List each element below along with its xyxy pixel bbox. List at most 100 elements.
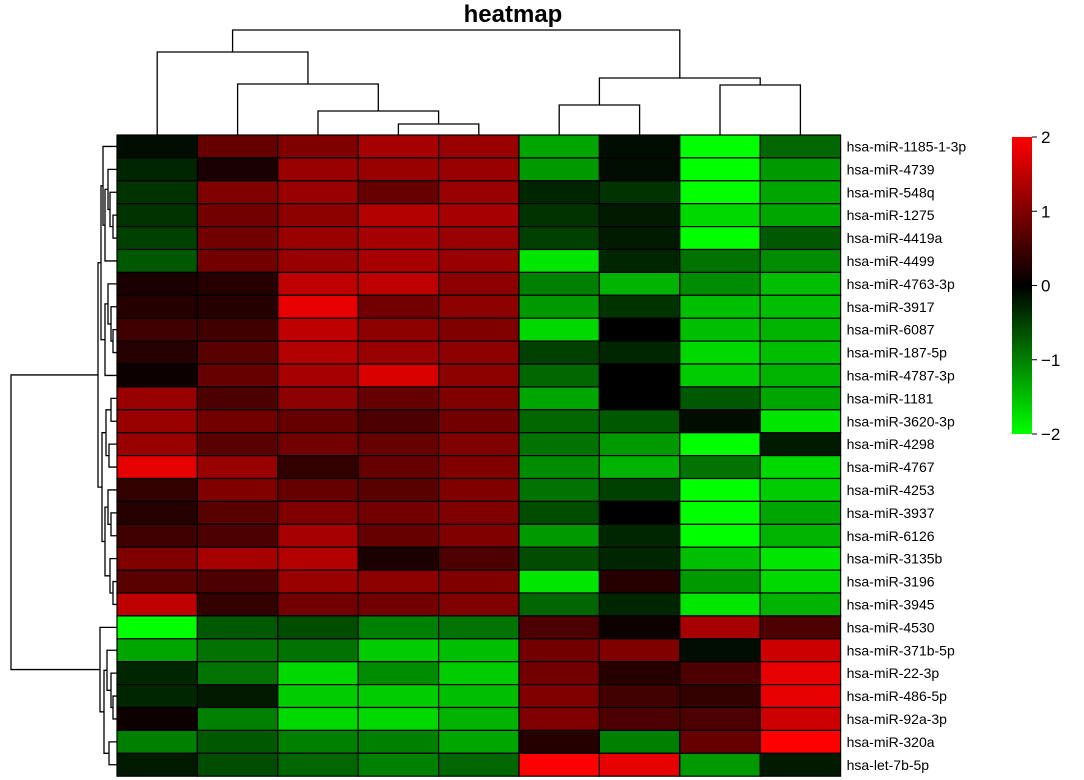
heatmap-cell <box>357 271 440 296</box>
heatmap-cell <box>116 477 199 502</box>
heatmap-cell <box>759 729 842 754</box>
row-label: hsa-miR-3945 <box>847 596 935 612</box>
heatmap-cell <box>438 317 520 342</box>
heatmap-cell <box>518 317 601 342</box>
heatmap-cell <box>357 248 440 273</box>
heatmap-cell <box>759 248 842 273</box>
heatmap-cell <box>116 386 199 411</box>
heatmap-cell <box>438 683 520 709</box>
heatmap-cell <box>277 203 359 228</box>
heatmap-cell <box>759 477 842 502</box>
heatmap-cell <box>438 180 520 205</box>
heatmap-cell <box>598 455 681 480</box>
heatmap-cell <box>679 546 761 571</box>
heatmap-cell <box>277 638 359 663</box>
heatmap-cell <box>759 752 842 777</box>
heatmap-cell <box>357 317 440 342</box>
heatmap-cell <box>518 294 601 319</box>
heatmap-cell <box>759 706 842 731</box>
dendrogram-branch <box>99 626 117 713</box>
heatmap-cell <box>277 248 359 273</box>
heatmap-cell <box>438 455 520 480</box>
heatmap-cell <box>598 271 681 296</box>
heatmap-cell <box>759 134 842 159</box>
heatmap-cell <box>759 203 842 228</box>
dendrogram-branch <box>100 185 105 341</box>
heatmap-cell <box>116 134 199 159</box>
row-label: hsa-miR-3620-3p <box>847 413 955 429</box>
dendrogram-branch <box>108 741 117 766</box>
heatmap-cell <box>357 683 440 709</box>
heatmap-cell <box>438 661 520 686</box>
heatmap-cell <box>598 226 681 251</box>
row-label: hsa-miR-6087 <box>847 322 935 338</box>
dendrogram-branch <box>719 84 802 135</box>
heatmap-cell <box>277 661 359 686</box>
heatmap-cell <box>518 134 601 159</box>
heatmap-cell <box>759 363 842 388</box>
heatmap-cell <box>759 317 842 342</box>
heatmap-cell <box>116 294 199 319</box>
heatmap-cell <box>196 432 279 457</box>
dendrogram-branch <box>103 669 109 754</box>
heatmap-cell <box>598 386 681 411</box>
column-dendrogram <box>156 29 802 135</box>
heatmap-cell <box>518 180 601 205</box>
heatmap-cell <box>759 294 842 319</box>
row-label: hsa-miR-187-5p <box>847 345 948 361</box>
heatmap-cell <box>196 592 279 617</box>
heatmap-cell <box>196 455 279 480</box>
heatmap-cell <box>518 271 601 296</box>
heatmap-cell <box>518 729 601 754</box>
heatmap-cell <box>116 661 199 686</box>
heatmap-cell <box>679 134 761 159</box>
heatmap-cell <box>518 248 601 273</box>
heatmap-cell <box>679 455 761 480</box>
heatmap-cell <box>598 248 681 273</box>
heatmap-cell <box>679 294 761 319</box>
heatmap-cell <box>277 157 359 182</box>
row-label: hsa-miR-548q <box>847 184 935 200</box>
heatmap-cell <box>598 363 681 388</box>
heatmap-cell <box>357 157 440 182</box>
heatmap-cell <box>518 546 601 571</box>
chart-title: heatmap <box>464 1 563 28</box>
heatmap-cell <box>277 340 359 365</box>
dendrogram-branch <box>112 695 117 720</box>
heatmap-cell <box>598 569 681 594</box>
heatmap-cell <box>357 500 440 525</box>
heatmap-cell <box>357 752 440 777</box>
row-label: hsa-miR-1181 <box>847 390 934 406</box>
row-dendrogram <box>10 145 117 766</box>
row-label: hsa-miR-6126 <box>847 528 935 544</box>
heatmap-cell <box>518 409 601 434</box>
heatmap-cell <box>679 386 761 411</box>
heatmap-cell <box>277 226 359 251</box>
row-label: hsa-miR-4499 <box>847 253 935 269</box>
heatmap-cell <box>438 271 520 296</box>
heatmap-cell <box>116 729 199 754</box>
heatmap-cell <box>759 661 842 686</box>
dendrogram-branch <box>10 374 100 671</box>
heatmap-cell <box>759 271 842 296</box>
row-label: hsa-miR-4787-3p <box>847 367 955 383</box>
row-label: hsa-miR-4767 <box>847 459 935 475</box>
heatmap-cell <box>598 546 681 571</box>
heatmap-cell <box>518 615 601 640</box>
colorbar-tick-label: 0 <box>1041 277 1050 296</box>
heatmap-cell <box>679 340 761 365</box>
heatmap-cell <box>518 592 601 617</box>
heatmap-cell <box>357 340 440 365</box>
heatmap-cell <box>518 340 601 365</box>
heatmap-cell <box>438 226 520 251</box>
dendrogram-branch <box>156 51 309 135</box>
heatmap-cell <box>116 615 199 640</box>
heatmap-cell <box>518 661 601 686</box>
row-label: hsa-miR-4530 <box>847 619 935 635</box>
row-label: hsa-miR-4298 <box>847 436 935 452</box>
heatmap-cell <box>277 729 359 754</box>
heatmap-cell <box>357 455 440 480</box>
heatmap-cell <box>196 409 279 434</box>
dendrogram-branch <box>104 303 117 377</box>
heatmap-cell <box>598 134 681 159</box>
